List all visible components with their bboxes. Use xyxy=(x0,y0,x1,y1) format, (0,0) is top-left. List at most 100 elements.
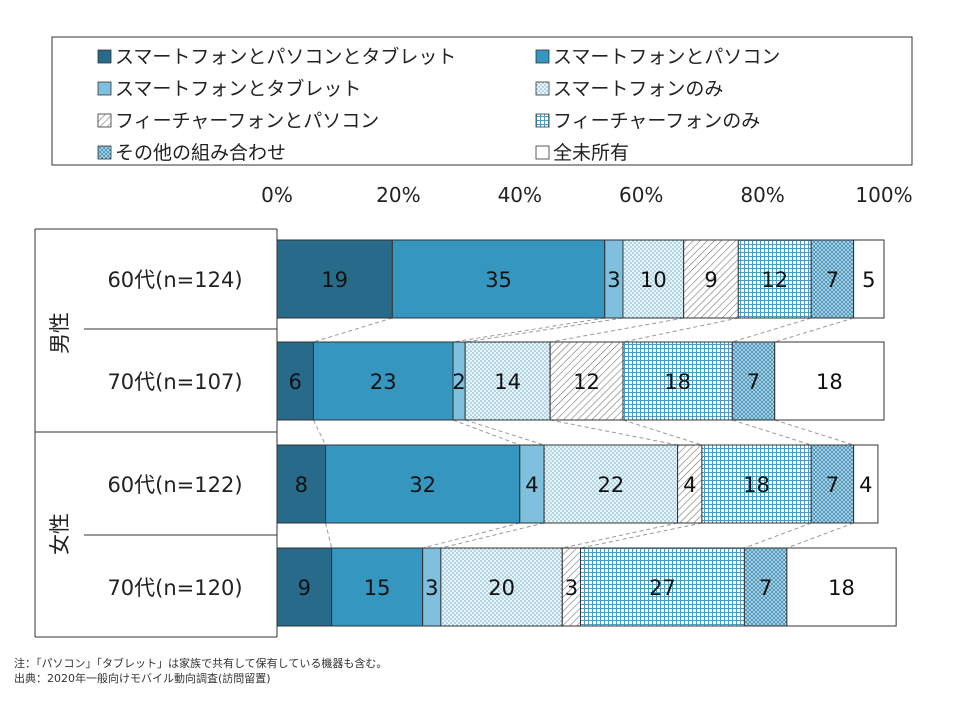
bar-segment xyxy=(276,239,393,319)
legend-swatch xyxy=(97,113,112,128)
data-label: 4 xyxy=(525,473,538,497)
legend-swatch xyxy=(535,145,550,160)
bar-segment xyxy=(810,239,855,319)
category-label: 60代(n=122) xyxy=(107,473,242,497)
x-tick-label: 40% xyxy=(498,183,542,207)
category-label: 70代(n=107) xyxy=(107,370,242,394)
legend-swatch xyxy=(535,113,550,128)
connector-line xyxy=(312,419,327,446)
bar-segment xyxy=(677,444,703,524)
data-label: 7 xyxy=(747,370,760,394)
legend-label: スマートフォンのみ xyxy=(553,78,723,100)
x-tick-label: 100% xyxy=(855,183,912,207)
bar-segment xyxy=(622,239,685,319)
data-label: 18 xyxy=(828,576,855,600)
data-label: 9 xyxy=(704,268,717,292)
connector-line xyxy=(580,522,703,549)
data-label: 22 xyxy=(597,473,624,497)
bar-segment xyxy=(391,239,606,319)
data-label: 32 xyxy=(409,473,436,497)
data-label: 5 xyxy=(862,268,875,292)
connector-line xyxy=(786,522,854,549)
legend-swatch xyxy=(535,81,550,96)
data-label: 3 xyxy=(565,576,578,600)
connector-line xyxy=(465,317,624,343)
x-axis: 0% 20% 40% 60% 80% 100% xyxy=(261,183,912,207)
data-label: 10 xyxy=(640,268,667,292)
bar-segment xyxy=(312,341,454,421)
bar-segment xyxy=(786,547,897,627)
bar-segment xyxy=(276,341,314,421)
category-label: 70代(n=120) xyxy=(107,576,242,600)
connector-line xyxy=(622,317,739,343)
data-label: 19 xyxy=(321,268,348,292)
connector-line xyxy=(622,419,703,446)
data-label: 6 xyxy=(289,370,302,394)
data-label: 23 xyxy=(370,370,397,394)
data-label: 8 xyxy=(295,473,308,497)
connector-line xyxy=(422,522,520,549)
legend-label: その他の組み合わせ xyxy=(115,142,286,164)
bar-segment xyxy=(737,239,812,319)
bar-segment xyxy=(276,547,333,627)
x-tick-label: 0% xyxy=(261,183,293,207)
legend-swatch xyxy=(97,81,112,96)
bar-segment xyxy=(325,444,521,524)
bars: 19 35 3 10 9 12 7 56 23 2 14 12 18 7 188 32 4 22 4 18 7 49 15 3… xyxy=(276,239,897,627)
data-label: 18 xyxy=(664,370,691,394)
data-label: 27 xyxy=(649,576,676,600)
connector-lines xyxy=(312,317,854,549)
legend-label: スマートフォンとパソコンとタブレット xyxy=(115,45,456,68)
legend-swatch xyxy=(97,49,112,64)
connector-line xyxy=(465,419,545,446)
connector-line xyxy=(440,522,545,549)
connector-line xyxy=(550,317,684,343)
connector-line xyxy=(774,317,854,343)
source-note: 出典：2020年一般向けモバイル動向調査(訪問留置) xyxy=(14,672,271,685)
legend-label: スマートフォンとパソコン xyxy=(553,46,780,68)
data-label: 4 xyxy=(683,473,696,497)
bar-segment xyxy=(622,341,733,421)
legend-box xyxy=(51,36,913,166)
data-label: 3 xyxy=(607,268,620,292)
data-label: 14 xyxy=(494,370,521,394)
bar-segment xyxy=(580,547,745,627)
legend-label: スマートフォンとタブレット xyxy=(115,77,361,100)
bar-segment xyxy=(853,239,885,319)
data-label: 7 xyxy=(826,473,839,497)
data-label: 18 xyxy=(816,370,843,394)
data-label: 4 xyxy=(859,473,872,497)
footnote: 注：「パソコン」「タブレット」は家族で共有して保有している機器も含む。 xyxy=(14,657,388,670)
legend: スマートフォンとパソコンとタブレット スマートフォンとパソコンスマートフォンとタブ… xyxy=(51,36,913,166)
legend-swatch xyxy=(97,145,112,160)
x-tick-label: 80% xyxy=(740,183,784,207)
legend-label: 全未所有 xyxy=(553,142,629,164)
connector-line xyxy=(313,317,393,343)
bar-segment xyxy=(853,444,879,524)
bar-segment xyxy=(276,444,327,524)
data-label: 12 xyxy=(573,370,600,394)
bar-segment xyxy=(519,444,545,524)
data-label: 7 xyxy=(826,268,839,292)
data-label: 7 xyxy=(759,576,772,600)
data-label: 15 xyxy=(364,576,391,600)
connector-line xyxy=(774,419,854,446)
connector-line xyxy=(325,522,333,549)
data-label: 18 xyxy=(743,473,770,497)
connector-line xyxy=(452,317,605,343)
connector-line xyxy=(550,419,678,446)
bar-segment xyxy=(774,341,885,421)
data-label: 12 xyxy=(761,268,788,292)
data-label: 9 xyxy=(298,576,311,600)
connector-line xyxy=(732,419,812,446)
connector-line xyxy=(452,419,520,446)
legend-label: フィーチャーフォンのみ xyxy=(553,110,760,132)
data-label: 35 xyxy=(485,268,512,292)
category-label: 60代(n=124) xyxy=(107,268,242,292)
bar-segment xyxy=(731,341,776,421)
x-tick-label: 20% xyxy=(376,183,420,207)
x-tick-label: 60% xyxy=(619,183,663,207)
data-label: 2 xyxy=(452,370,465,394)
legend-swatch xyxy=(535,49,550,64)
